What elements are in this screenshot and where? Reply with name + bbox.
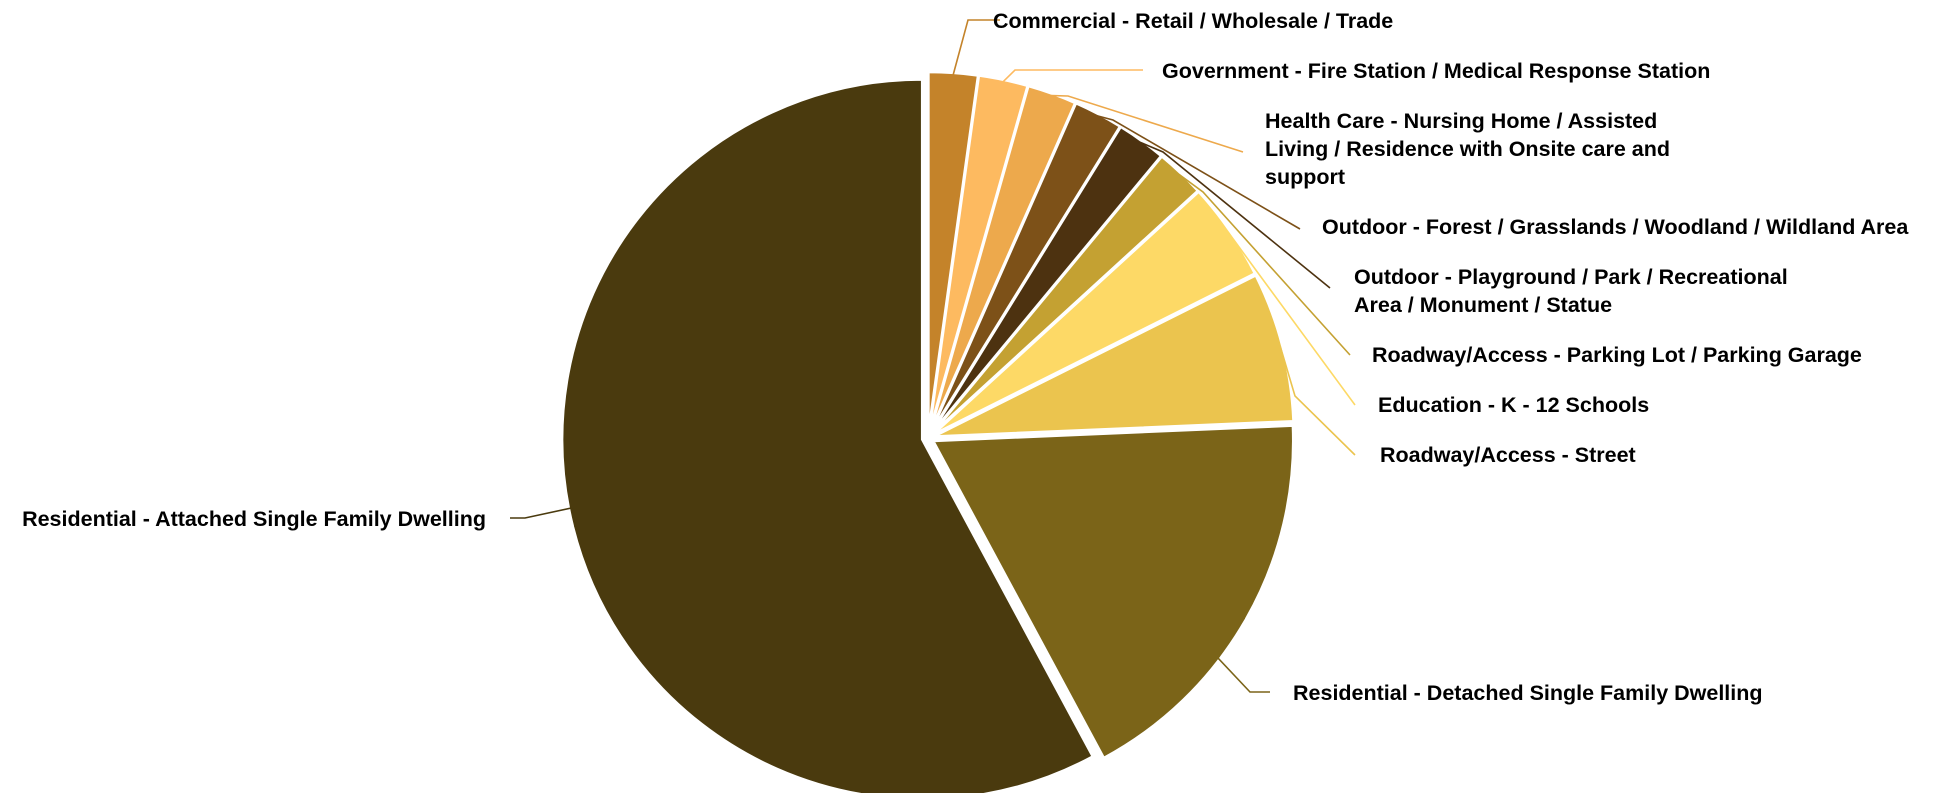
slice-label: Government - Fire Station / Medical Resp… [1162,59,1710,83]
slice-labels: Commercial - Retail / Wholesale / Trade G… [22,9,1909,705]
leader-line [510,505,577,527]
pie-slice [933,273,1295,438]
slice-label: Outdoor - Forest / Grasslands / Woodland… [1322,215,1909,239]
slice-label: Roadway/Access - Parking Lot / Parking G… [1372,343,1862,367]
slice-label: Residential - Detached Single Family Dwe… [1293,681,1763,705]
leader-lines [510,19,1356,693]
slice-label: Education - K - 12 Schools [1378,393,1649,417]
pie-slices [560,70,1295,793]
leader-line [1216,617,1270,693]
pie-slice [931,424,1295,760]
pie-slice [931,154,1200,435]
leader-line [952,19,1000,76]
leader-line [1139,141,1331,289]
leader-line [1051,94,1244,153]
leader-line [1178,173,1351,356]
leader-line [1002,69,1143,83]
leader-line [1279,346,1356,456]
leader-line [1227,231,1356,406]
leader-line [1097,115,1301,230]
slice-label: Outdoor - Playground / Park / Recreation… [1354,265,1788,317]
slice-label: Roadway/Access - Street [1380,443,1636,467]
slice-label: Residential - Attached Single Family Dwe… [22,507,486,531]
slice-label: Health Care - Nursing Home / Assisted Liv… [1265,109,1670,189]
pie-slice [932,189,1257,436]
slice-label: Commercial - Retail / Wholesale / Trade [993,9,1393,33]
pie-slice [560,78,1095,793]
